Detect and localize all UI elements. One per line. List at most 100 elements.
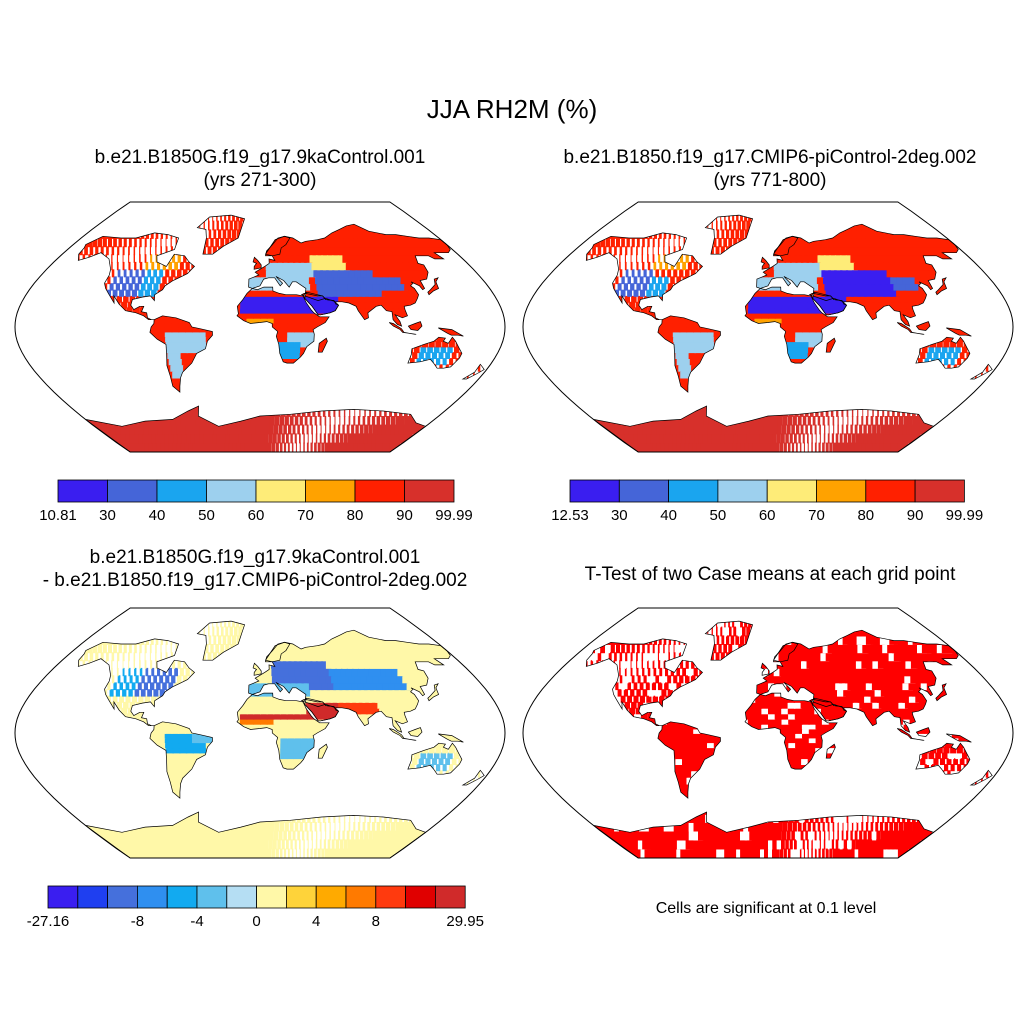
grid-cell [847, 276, 857, 285]
grid-cell [788, 331, 796, 338]
grid-cell [868, 283, 878, 291]
grid-cell [663, 246, 665, 256]
grid-cell [828, 307, 837, 314]
grid-cell [409, 322, 418, 328]
grid-cell [759, 433, 765, 444]
grid-cell [665, 261, 669, 271]
grid-cell [147, 283, 152, 291]
grid-cell [833, 424, 835, 435]
grid-cell [838, 289, 848, 297]
grid-cell [723, 238, 727, 248]
grid-cell [360, 269, 371, 278]
grid-cell [852, 295, 862, 303]
grid-cell [807, 416, 811, 426]
grid-cell [363, 261, 374, 271]
grid-cell [155, 229, 159, 239]
grid-cell [203, 220, 205, 231]
grid-cell [216, 433, 225, 444]
grid-cell [391, 261, 404, 271]
grid-cell [730, 229, 735, 239]
grid-cell [639, 289, 645, 297]
grid-cell [413, 346, 420, 354]
grid-cell [937, 283, 949, 291]
grid-cell [693, 336, 702, 343]
grid-cell [473, 370, 475, 379]
grid-cell [399, 416, 405, 426]
grid-cell [321, 317, 329, 324]
grid-cell [273, 317, 282, 324]
grid-cell [819, 289, 828, 297]
grid-cell [841, 276, 851, 285]
grid-cell [155, 246, 157, 256]
grid-cell [157, 261, 161, 271]
grid-cell [822, 238, 832, 248]
grid-cell [872, 295, 882, 303]
grid-cell [944, 336, 951, 343]
grid-cell [774, 312, 783, 319]
grid-cell [672, 331, 681, 338]
grid-cell [329, 424, 331, 435]
grid-cell [269, 416, 275, 426]
grid-cell [286, 295, 294, 303]
grid-cell [755, 295, 763, 303]
grid-cell [447, 346, 453, 354]
grid-cell [256, 442, 261, 452]
grid-cell [436, 336, 443, 343]
grid-cell [253, 312, 261, 319]
grid-cell [95, 246, 99, 256]
grid-cell [218, 229, 222, 239]
grid-cell [246, 307, 255, 314]
grid-cell [827, 301, 836, 309]
grid-cell [150, 276, 155, 285]
grid-cell [825, 289, 835, 297]
grid-cell [304, 254, 313, 263]
grid-cell [383, 295, 394, 303]
grid-cell [106, 246, 109, 256]
grid-cell [377, 424, 383, 435]
grid-cell [158, 336, 167, 343]
grid-cell [631, 269, 635, 278]
grid-cell [871, 433, 878, 444]
grid-cell [832, 442, 837, 452]
grid-cell [871, 276, 882, 285]
grid-cell [253, 317, 261, 324]
grid-cell [302, 276, 312, 285]
grid-cell [131, 289, 137, 297]
grid-cell [348, 416, 351, 426]
grid-cell [292, 424, 296, 435]
grid-cell [291, 442, 294, 452]
grid-cell [825, 442, 829, 452]
grid-cell [586, 254, 588, 263]
grid-cell [936, 341, 943, 348]
grid-cell [890, 276, 901, 285]
grid-cell [921, 346, 928, 354]
grid-cell [247, 295, 255, 303]
grid-cell [617, 283, 622, 291]
grid-cell [307, 246, 316, 256]
grid-cell [815, 322, 824, 328]
grid-cell [645, 276, 650, 285]
grid-cell [851, 407, 854, 417]
grid-cell [914, 276, 926, 285]
grid-cell [885, 424, 891, 435]
grid-cell [821, 307, 830, 314]
grid-cell [755, 433, 761, 444]
grid-cell [855, 254, 867, 263]
grid-cell [412, 276, 424, 285]
grid-cell [199, 341, 208, 348]
grid-cell [768, 301, 776, 309]
grid-cell [234, 220, 238, 231]
grid-cell [317, 246, 327, 256]
coastline-new-zealand [461, 363, 485, 380]
grid-cell [887, 283, 897, 291]
grid-cell [868, 269, 879, 278]
grid-cell [400, 307, 410, 314]
grid-cell [266, 312, 275, 319]
grid-cell [853, 261, 864, 271]
grid-cell [817, 416, 821, 426]
grid-cell [296, 276, 305, 285]
grid-cell [343, 407, 346, 417]
grid-cell [336, 289, 346, 297]
grid-cell [682, 261, 686, 271]
grid-cell [156, 276, 161, 285]
